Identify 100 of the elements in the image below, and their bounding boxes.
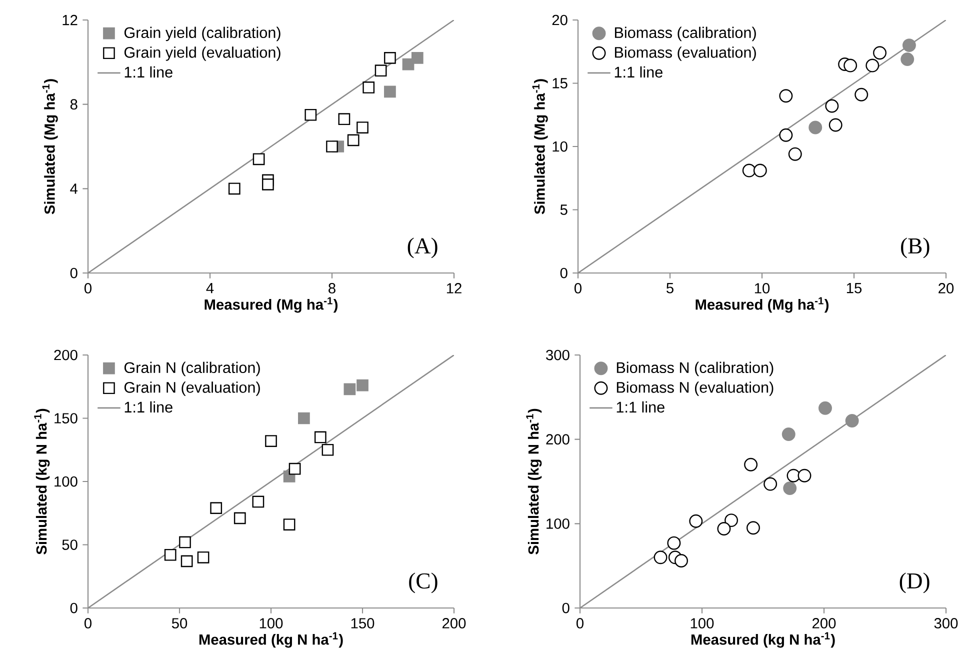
x-tick-label: 0 <box>574 283 582 294</box>
legend-label: Biomass (evaluation) <box>614 46 756 61</box>
point <box>298 412 310 424</box>
point <box>322 444 334 456</box>
point <box>314 431 326 444</box>
legend-label: Grain N (calibration) <box>124 362 260 376</box>
point <box>180 555 193 568</box>
point <box>384 52 396 64</box>
y-tick-label: 8 <box>70 99 78 110</box>
legend-label: Grain yield (calibration) <box>124 26 280 42</box>
legend-label: Biomass (calibration) <box>614 26 756 42</box>
legend-label: 1:1 line <box>616 401 664 413</box>
point <box>825 99 839 113</box>
legend-label: Grain N (evaluation) <box>124 382 260 396</box>
point <box>828 118 842 132</box>
x-tick-label: 0 <box>84 283 92 294</box>
annotation: (C) <box>409 572 438 594</box>
point <box>356 379 368 392</box>
point <box>788 147 802 161</box>
x-tick-label: 100 <box>690 618 714 628</box>
point <box>262 178 274 190</box>
y-tick-label: 150 <box>54 413 78 424</box>
point <box>164 548 176 561</box>
point <box>689 514 703 528</box>
y-tick-label: 50 <box>62 540 78 550</box>
legend-label: Biomass N (calibration) <box>616 362 774 376</box>
point <box>384 86 396 98</box>
y-tick-label: 100 <box>546 518 570 529</box>
x-tick-label: 100 <box>260 618 283 628</box>
x-tick-label: 20 <box>938 283 954 294</box>
point <box>779 89 793 103</box>
point <box>746 521 760 535</box>
point <box>197 551 210 564</box>
x-tick-label: 200 <box>442 618 466 628</box>
x-tick-label: 50 <box>172 618 188 628</box>
point <box>753 164 767 178</box>
point <box>667 536 681 550</box>
y-tick-label: 0 <box>562 602 570 614</box>
y-tick-label: 0 <box>70 268 78 278</box>
point <box>344 383 356 396</box>
x-tick-label: 15 <box>846 283 862 294</box>
point <box>347 134 360 146</box>
x-tick-label: 200 <box>812 618 836 628</box>
point <box>283 518 296 530</box>
y-tick-label: 4 <box>70 184 78 194</box>
annotation: (D) <box>900 572 930 594</box>
point <box>234 512 246 524</box>
point <box>654 550 668 564</box>
point <box>288 462 301 475</box>
point <box>818 401 832 415</box>
legend-label: 1:1 line <box>124 66 172 78</box>
point <box>764 477 778 491</box>
x-tick-label: 300 <box>934 618 958 628</box>
point <box>782 428 796 442</box>
point <box>411 52 424 64</box>
point <box>902 38 916 52</box>
legend-label: 1:1 line <box>124 401 172 413</box>
y-axis-title: Simulated (kg N ha$^{-1}$) <box>526 408 542 554</box>
point <box>786 468 800 482</box>
point <box>252 153 265 166</box>
point <box>798 468 812 482</box>
x-axis-title: Measured (Mg ha$^{-1}$) <box>696 297 829 313</box>
x-tick-label: 0 <box>84 618 92 628</box>
x-axis-title: Measured (kg N ha$^{-1}$) <box>199 632 343 648</box>
x-tick-label: 10 <box>754 283 770 294</box>
point <box>900 52 914 66</box>
y-axis-title: Simulated (Mg ha$^{-1}$) <box>42 79 58 214</box>
point <box>866 58 880 72</box>
y-tick-label: 300 <box>546 350 570 360</box>
y-axis-title: Simulated (Mg ha$^{-1}$) <box>532 79 548 214</box>
point <box>265 435 277 447</box>
point <box>326 140 338 152</box>
y-axis-title: Simulated (kg N ha$^{-1}$) <box>34 408 50 554</box>
x-tick-label: 4 <box>206 283 214 294</box>
point <box>179 536 191 548</box>
y-tick-label: 0 <box>560 268 568 278</box>
y-tick-label: 15 <box>552 78 568 88</box>
point <box>845 414 859 428</box>
x-axis-title: Measured (kg N ha$^{-1}$) <box>691 632 835 648</box>
x-axis-title: Measured (Mg ha$^{-1}$) <box>204 297 338 313</box>
point <box>374 64 387 77</box>
legend-label: Grain yield (evaluation) <box>124 46 280 61</box>
point <box>742 164 756 178</box>
y-tick-label: 200 <box>546 434 570 445</box>
y-tick-label: 5 <box>560 204 568 215</box>
x-tick-label: 0 <box>576 618 584 628</box>
y-tick-label: 10 <box>552 141 568 152</box>
point <box>228 182 240 195</box>
point <box>210 502 222 514</box>
y-tick-label: 20 <box>552 14 568 26</box>
point <box>724 514 738 528</box>
point <box>338 113 350 126</box>
point <box>844 58 858 72</box>
point <box>252 496 264 508</box>
point <box>304 108 317 121</box>
y-tick-label: 200 <box>54 350 78 360</box>
point <box>808 120 822 134</box>
point <box>674 554 688 568</box>
legend-label: Biomass N (evaluation) <box>616 382 774 396</box>
point <box>854 88 868 102</box>
